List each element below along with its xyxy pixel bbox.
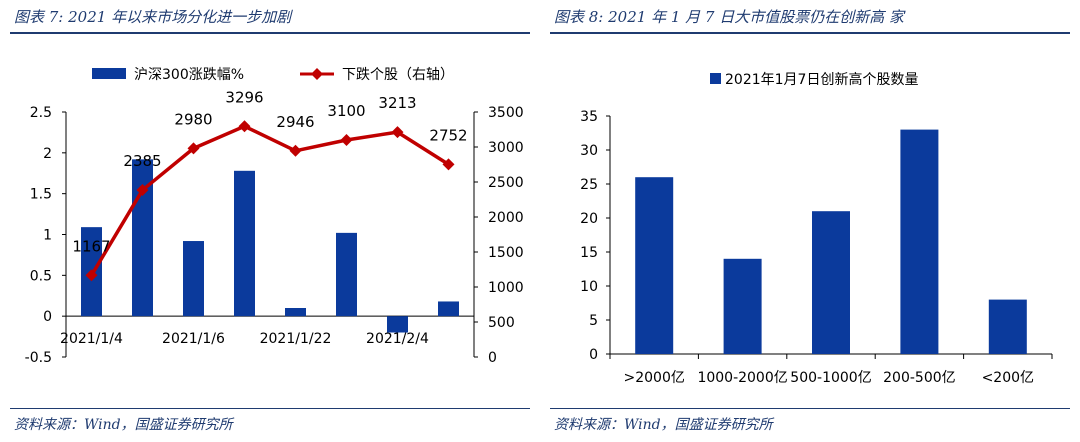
y-tick-label: 20 xyxy=(580,211,598,227)
left-y-tick-label: 1.5 xyxy=(30,187,52,203)
right-y-tick-label: 1000 xyxy=(488,280,524,296)
left-y-tick-label: -0.5 xyxy=(25,350,52,366)
bar xyxy=(812,211,850,354)
y-tick-label: 15 xyxy=(580,245,598,261)
x-tick-label: 2021/2/4 xyxy=(366,331,429,347)
left-figure-title: 图表 7: 2021 年以来市场分化进一步加剧 xyxy=(14,8,292,26)
legend-line-label: 下跌个股（右轴） xyxy=(342,67,454,83)
y-tick-label: 0 xyxy=(589,347,598,363)
legend-swatch xyxy=(710,73,721,84)
y-tick-label: 10 xyxy=(580,279,598,295)
bar xyxy=(285,308,306,317)
bar xyxy=(183,241,204,317)
x-tick-label: 2021/1/6 xyxy=(162,331,225,347)
left-figure-panel: 图表 7: 2021 年以来市场分化进一步加剧 -0.5 0 0.5 1 1.5 2 2.5… xyxy=(10,8,530,433)
line-point xyxy=(340,134,353,146)
x-tick-label: 500-1000亿 xyxy=(790,370,871,386)
legend-bar-label: 沪深300涨跌幅% xyxy=(134,67,244,83)
legend-bar-swatch xyxy=(92,68,126,79)
line-data-label: 2385 xyxy=(123,152,161,170)
x-tick-label: 2021/1/22 xyxy=(260,331,332,347)
x-tick-label: 2021/1/4 xyxy=(60,331,123,347)
x-tick-label: 1000-2000亿 xyxy=(697,370,787,386)
y-tick-label: 35 xyxy=(580,109,598,125)
line-data-label: 2752 xyxy=(429,126,467,144)
right-figure-title: 图表 8: 2021 年 1 月 7 日大市值股票仍在创新高 家 xyxy=(554,8,905,26)
right-source-note: 资料来源：Wind，国盛证券研究所 xyxy=(554,417,773,433)
left-y-tick-label: 0 xyxy=(43,309,52,325)
right-y-tick-label: 2500 xyxy=(488,175,524,191)
legend-label: 2021年1月7日创新高个股数量 xyxy=(725,71,918,88)
left-y-tick-label: 0.5 xyxy=(30,268,52,284)
bar-chart: 0 5 10 15 20 25 30 35 >2000亿 1000-2000亿 500-1000亿 2… xyxy=(580,71,1053,386)
bar xyxy=(234,170,255,317)
y-tick-label: 30 xyxy=(580,143,598,159)
combo-chart: -0.5 0 0.5 1 1.5 2 2.5 0 500 1000 1500 2000 2500 3000… xyxy=(25,67,524,366)
line-point xyxy=(187,142,200,155)
line-point xyxy=(238,120,251,133)
bar xyxy=(723,258,762,354)
bar xyxy=(900,129,939,354)
right-y-tick-label: 500 xyxy=(488,315,515,331)
bar xyxy=(387,316,408,333)
right-y-tick-label: 3000 xyxy=(488,140,524,156)
right-figure-panel: 图表 8: 2021 年 1 月 7 日大市值股票仍在创新高 家 0 5 10 15 2… xyxy=(540,0,1080,442)
line-data-label: 3213 xyxy=(378,94,416,112)
series-line xyxy=(89,124,450,277)
right-title-rule xyxy=(550,32,1070,34)
bar xyxy=(635,177,674,354)
right-source-rule xyxy=(550,408,1070,409)
left-y-tick-label: 2.5 xyxy=(30,105,52,121)
y-tick-label: 25 xyxy=(580,177,598,193)
right-y-tick-label: 1500 xyxy=(488,245,524,261)
x-tick-label: <200亿 xyxy=(982,370,1034,386)
x-tick-label: >2000亿 xyxy=(624,370,685,386)
line-point xyxy=(289,144,302,157)
bar xyxy=(438,301,459,317)
left-y-tick-label: 1 xyxy=(43,228,52,244)
left-source-rule xyxy=(10,408,530,409)
line-data-label: 3100 xyxy=(327,102,365,120)
x-tick-label: 200-500亿 xyxy=(883,370,956,386)
left-y-tick-label: 2 xyxy=(43,146,52,162)
line-data-label: 1167 xyxy=(72,237,110,255)
legend-line-marker xyxy=(311,68,323,80)
line-point xyxy=(442,158,455,171)
line-point xyxy=(136,184,149,197)
right-y-tick-label: 2000 xyxy=(488,210,524,226)
line-data-label: 3296 xyxy=(225,88,263,106)
line-data-label: 2980 xyxy=(174,110,212,128)
line-point xyxy=(85,269,98,282)
bar xyxy=(988,299,1027,354)
line-data-label: 2946 xyxy=(276,113,314,131)
line-point xyxy=(391,126,404,139)
left-title-rule xyxy=(10,32,530,34)
right-y-tick-label: 3500 xyxy=(488,105,524,121)
y-tick-label: 5 xyxy=(589,313,598,329)
right-y-tick-label: 0 xyxy=(488,350,497,366)
bar xyxy=(336,232,357,317)
left-source-note: 资料来源：Wind，国盛证券研究所 xyxy=(14,417,233,433)
